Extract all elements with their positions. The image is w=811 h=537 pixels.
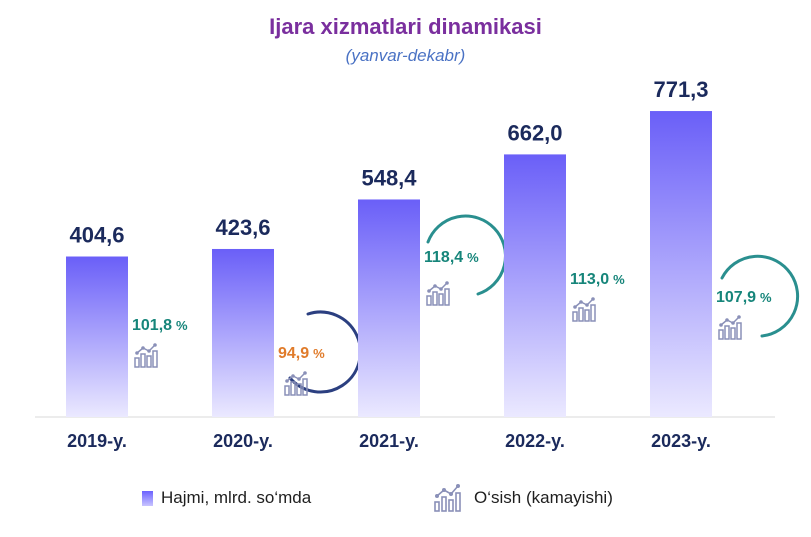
growth-chart-icon <box>134 343 158 368</box>
value-label: 404,6 <box>69 223 124 248</box>
growth-chart-icon <box>426 281 450 306</box>
category-label: 2019-y. <box>67 431 127 451</box>
growth-chart-icon <box>284 371 308 396</box>
value-label: 662,0 <box>507 120 562 145</box>
value-label: 423,6 <box>215 215 270 240</box>
value-label: 548,4 <box>361 165 417 190</box>
growth-chart-icon <box>718 315 742 340</box>
bar-chart: 404,6 2019-y. 101,8 % 423,6 2020-y. 94,9 % 548,4… <box>35 77 800 451</box>
bar-2020-y. <box>212 248 274 417</box>
growth-label: 118,4% <box>424 249 479 266</box>
growth-label: 101,8% <box>132 317 188 334</box>
growth-label: 107,9% <box>716 289 772 306</box>
chart-legend: Hajmi, mlrd. so‘mda O‘sish (kamayishi) <box>0 478 811 518</box>
growth-label: 113,0% <box>570 271 625 288</box>
growth-ring <box>720 254 800 338</box>
category-label: 2020-y. <box>213 431 273 451</box>
growth-ring <box>426 214 507 296</box>
legend-item-growth: O‘sish (kamayishi) <box>430 478 613 518</box>
category-label: 2022-y. <box>505 431 565 451</box>
growth-chart-icon <box>572 297 596 322</box>
growth-chart-icon <box>434 484 461 512</box>
legend-label-growth: O‘sish (kamayishi) <box>474 488 613 507</box>
bar-2022-y. <box>504 154 566 417</box>
value-label: 771,3 <box>653 77 708 102</box>
bar-2019-y. <box>66 256 128 417</box>
category-label: 2021-y. <box>359 431 419 451</box>
chart-subtitle: (yanvar-dekabr) <box>345 46 466 65</box>
growth-label: 94,9% <box>278 345 325 362</box>
legend-item-volume: Hajmi, mlrd. so‘mda <box>142 478 311 518</box>
legend-swatch <box>142 490 153 506</box>
bar-2023-y. <box>650 111 712 418</box>
bar-2021-y. <box>358 199 420 417</box>
category-label: 2023-y. <box>651 431 711 451</box>
chart-title: Ijara xizmatlari dinamikasi <box>269 14 542 39</box>
legend-label-volume: Hajmi, mlrd. so‘mda <box>161 488 312 507</box>
